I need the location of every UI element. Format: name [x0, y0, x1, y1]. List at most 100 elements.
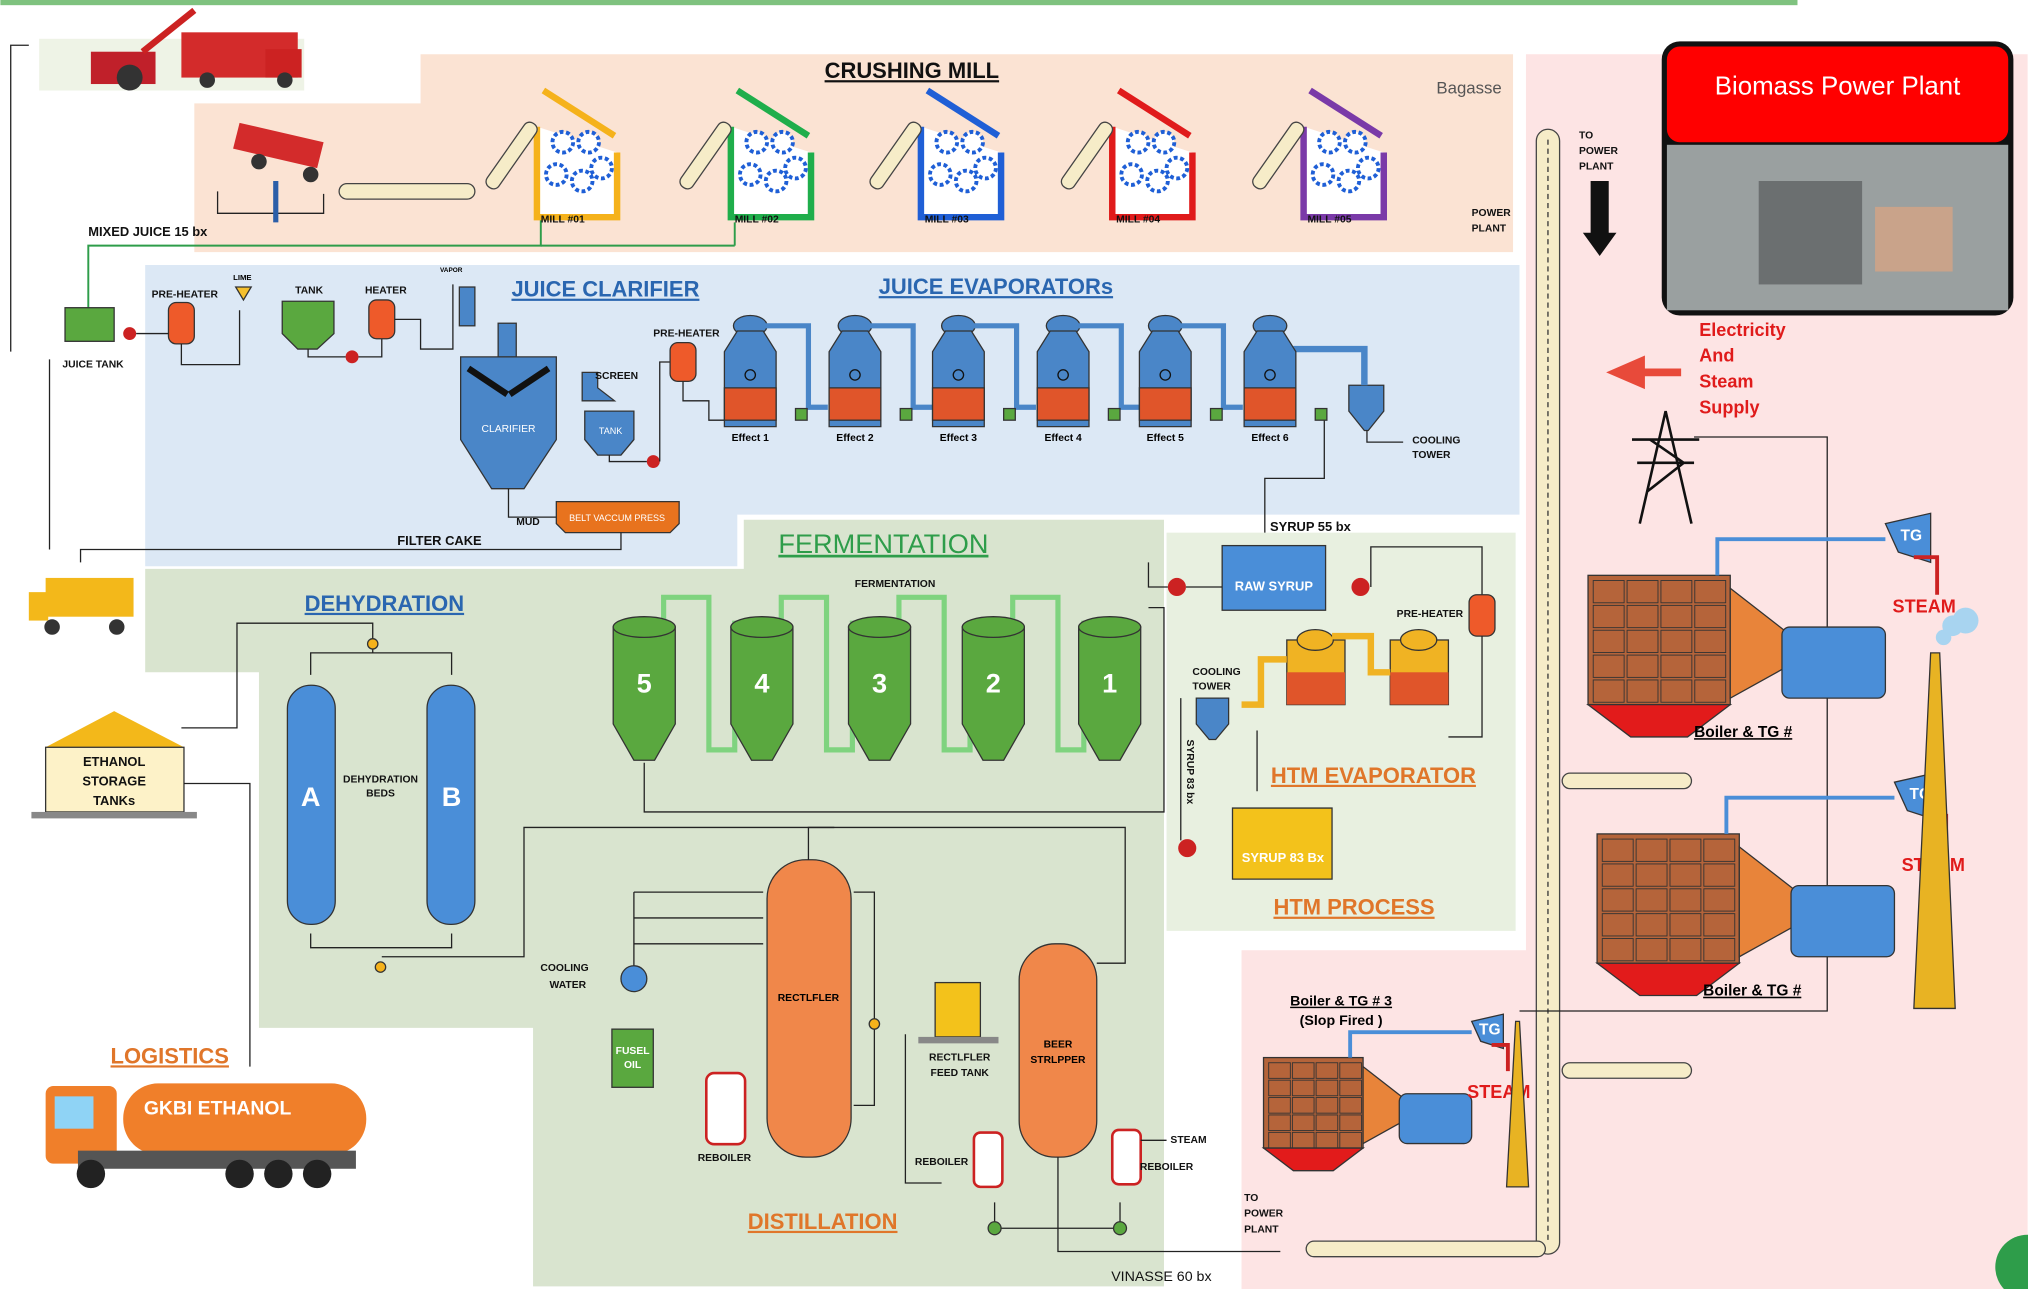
label: CLARIFIER: [482, 424, 536, 435]
label: SYRUP 83 Bx: [1242, 850, 1325, 865]
syrup-tank: [1232, 808, 1332, 879]
pump: [123, 327, 136, 340]
label: POWER: [1244, 1209, 1284, 1220]
mud-truck: [29, 578, 134, 635]
fermenter-top: [1079, 617, 1141, 638]
heater: [369, 300, 395, 339]
mill-label: MILL #02: [735, 215, 779, 226]
beer-stripper: [1019, 944, 1097, 1157]
label: ETHANOL: [83, 754, 145, 769]
section-title: HTM PROCESS: [1273, 895, 1434, 920]
label: And: [1699, 346, 1734, 366]
label: LIME: [233, 273, 252, 282]
label: VAPOR: [440, 267, 463, 274]
reboiler: [974, 1133, 1002, 1187]
process-diagram: CRUSHING MILL Bagasse TO POWER PLANT POW…: [0, 0, 2028, 1289]
conveyor: [339, 184, 475, 200]
label: COOLING: [540, 963, 588, 974]
gear: [936, 132, 957, 153]
label: FEED TANK: [931, 1068, 990, 1079]
gear: [552, 132, 573, 153]
pump: [1178, 839, 1196, 857]
label: RECTLFLER: [778, 993, 840, 1004]
mill-label: MILL #05: [1307, 215, 1351, 226]
label: STEAM: [1170, 1135, 1206, 1146]
label: PRE-HEATER: [1397, 609, 1464, 620]
label: PLANT: [1472, 224, 1507, 235]
label: FERMENTATION: [855, 579, 936, 590]
section-title: LOGISTICS: [111, 1043, 229, 1068]
label: B: [442, 781, 462, 812]
label: FUSEL: [616, 1046, 650, 1057]
label: WATER: [550, 980, 587, 991]
label: TANK: [295, 286, 323, 297]
precipitator: [1791, 886, 1894, 957]
fermenter-top: [613, 617, 675, 638]
conveyor: [1562, 1063, 1691, 1079]
mill-label: MILL #01: [541, 215, 585, 226]
calandria: [1037, 388, 1089, 420]
calandria: [1139, 388, 1191, 420]
label: PRE-HEATER: [152, 290, 219, 301]
label: Bagasse: [1436, 79, 1501, 98]
fusel-oil-tank: [612, 1029, 653, 1087]
effect-label: Effect 5: [1147, 433, 1185, 444]
calandria: [1244, 388, 1296, 420]
effect-label: Effect 4: [1044, 433, 1082, 444]
section-title: DEHYDRATION: [305, 591, 464, 616]
gear: [1345, 132, 1366, 153]
pump: [1211, 409, 1223, 421]
gear: [1313, 164, 1334, 185]
label: TOWER: [1192, 681, 1231, 692]
pump: [1351, 578, 1369, 596]
gear: [956, 171, 977, 192]
storage-roof: [46, 711, 184, 747]
label: BEER: [1044, 1039, 1073, 1050]
pump: [796, 409, 808, 421]
pump: [1315, 409, 1327, 421]
gear: [740, 164, 761, 185]
label: BELT VACCUM PRESS: [569, 513, 665, 523]
label: TO: [1579, 130, 1593, 141]
label: Boiler & TG # 3: [1290, 994, 1392, 1010]
pump: [900, 409, 912, 421]
calandria: [724, 388, 776, 420]
label: TOWER: [1412, 450, 1451, 461]
gear: [578, 132, 599, 153]
label: RAW SYRUP: [1235, 578, 1314, 593]
calandria: [829, 388, 881, 420]
gear: [572, 171, 593, 192]
tank-number: 4: [754, 667, 769, 698]
label: HEATER: [365, 286, 407, 297]
steam-label: STEAM: [1893, 596, 1956, 616]
label: PLANT: [1579, 162, 1614, 173]
precipitator: [1399, 1094, 1471, 1144]
label: STORAGE: [82, 774, 146, 789]
feed-tank: [935, 983, 980, 1037]
boiler-label: Boiler & TG #: [1703, 983, 1802, 1000]
label: SYRUP 55 bx: [1270, 519, 1352, 534]
section-title: FERMENTATION: [778, 528, 988, 559]
label: COOLING: [1192, 667, 1240, 678]
gear: [1121, 164, 1142, 185]
boiler: [1264, 1058, 1364, 1149]
pump: [1004, 409, 1016, 421]
boiler-label: Boiler & TG #: [1694, 724, 1793, 741]
gear: [546, 164, 567, 185]
gear: [785, 158, 806, 179]
conveyor: [1562, 773, 1691, 789]
label: MIXED JUICE 15 bx: [88, 224, 208, 239]
precipitator: [1782, 627, 1885, 698]
label: TANK: [599, 426, 622, 436]
juice-tank: [65, 308, 114, 342]
label: FILTER CAKE: [397, 533, 482, 548]
section-title: DISTILLATION: [748, 1209, 898, 1234]
gear: [591, 158, 612, 179]
gear: [962, 132, 983, 153]
gear: [766, 171, 787, 192]
label: Electricity: [1699, 320, 1786, 340]
label: SCREEN: [595, 371, 638, 382]
label: A: [301, 781, 321, 812]
label: TANKs: [93, 793, 135, 808]
reboiler: [706, 1073, 745, 1144]
